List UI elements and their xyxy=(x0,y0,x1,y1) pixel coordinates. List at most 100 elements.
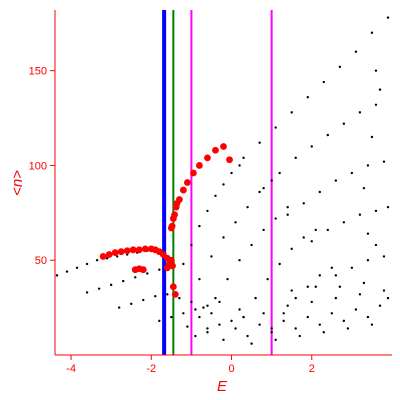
data-point xyxy=(206,304,209,307)
data-point xyxy=(274,338,277,342)
data-point xyxy=(198,277,201,281)
data-point xyxy=(238,259,241,262)
x-tick-label: 0 xyxy=(228,363,234,375)
data-point xyxy=(346,327,350,330)
data-point xyxy=(310,145,313,148)
y-tick-label: 150 xyxy=(29,66,47,78)
data-point xyxy=(171,211,178,219)
data-point xyxy=(266,277,269,281)
data-point xyxy=(354,308,358,311)
data-point xyxy=(123,247,131,255)
data-point xyxy=(338,65,342,69)
data-point xyxy=(55,274,59,277)
data-point xyxy=(182,262,185,266)
data-point xyxy=(222,236,225,239)
data-point xyxy=(298,334,301,338)
data-point xyxy=(342,319,346,323)
data-point xyxy=(134,276,137,279)
data-point xyxy=(310,240,313,243)
data-point xyxy=(294,296,297,300)
data-point xyxy=(334,274,338,277)
data-point xyxy=(290,111,293,114)
data-point xyxy=(262,186,265,190)
data-point xyxy=(158,319,161,323)
data-point xyxy=(117,248,125,256)
axes xyxy=(54,10,392,356)
data-point xyxy=(382,289,386,292)
data-point xyxy=(370,135,374,139)
data-point xyxy=(222,338,225,342)
data-point xyxy=(183,179,191,186)
data-point xyxy=(294,156,297,160)
data-point xyxy=(262,312,265,315)
data-point xyxy=(362,281,366,285)
data-point xyxy=(204,154,211,162)
data-point xyxy=(111,249,119,257)
data-point xyxy=(246,334,249,338)
data-point xyxy=(302,236,305,239)
data-point xyxy=(314,228,317,232)
data-point xyxy=(278,262,281,266)
data-point xyxy=(278,171,281,175)
data-point xyxy=(358,111,362,114)
data-point xyxy=(274,126,277,129)
data-point xyxy=(374,243,378,247)
data-point xyxy=(262,228,265,232)
data-point xyxy=(206,209,209,213)
data-point xyxy=(386,296,390,300)
data-point xyxy=(362,186,366,190)
data-point xyxy=(306,95,309,99)
data-point xyxy=(318,323,321,326)
data-point xyxy=(206,331,209,334)
data-point xyxy=(173,199,181,207)
data-point xyxy=(226,277,229,281)
x-tick-label: -2 xyxy=(146,363,156,375)
data-point xyxy=(370,323,374,326)
data-points xyxy=(55,16,390,345)
data-point xyxy=(374,103,378,106)
data-point xyxy=(382,160,386,163)
data-point xyxy=(139,266,147,274)
data-point xyxy=(358,293,362,296)
data-point xyxy=(350,171,354,175)
data-point xyxy=(370,31,374,34)
data-point xyxy=(258,323,261,326)
data-point xyxy=(270,327,273,330)
data-point xyxy=(196,162,203,169)
data-point xyxy=(282,319,285,323)
data-point xyxy=(167,256,175,264)
data-point xyxy=(290,247,293,251)
data-point xyxy=(258,190,261,194)
data-point xyxy=(334,179,338,182)
y-tick-label: 100 xyxy=(29,160,47,172)
data-point xyxy=(190,300,193,304)
data-point xyxy=(182,312,185,315)
data-point xyxy=(142,298,145,302)
data-point xyxy=(190,243,193,247)
data-point xyxy=(318,274,321,277)
data-point xyxy=(105,257,109,260)
data-point xyxy=(246,205,249,209)
data-point xyxy=(117,306,121,309)
data-point xyxy=(302,202,305,205)
data-point xyxy=(342,221,346,224)
data-point xyxy=(282,312,285,315)
data-point xyxy=(322,331,325,334)
data-point xyxy=(250,342,253,345)
data-point xyxy=(374,209,378,213)
data-point xyxy=(250,243,253,247)
data-point xyxy=(358,213,362,216)
data-point xyxy=(366,315,370,319)
data-point xyxy=(238,308,241,311)
data-point xyxy=(366,232,370,235)
data-point xyxy=(330,312,334,315)
data-point xyxy=(99,253,107,260)
data-point xyxy=(254,296,257,300)
data-point xyxy=(350,266,354,270)
data-point xyxy=(220,143,227,150)
data-point xyxy=(218,323,221,326)
data-point xyxy=(286,213,289,216)
data-point xyxy=(105,251,113,258)
data-point xyxy=(378,304,382,307)
